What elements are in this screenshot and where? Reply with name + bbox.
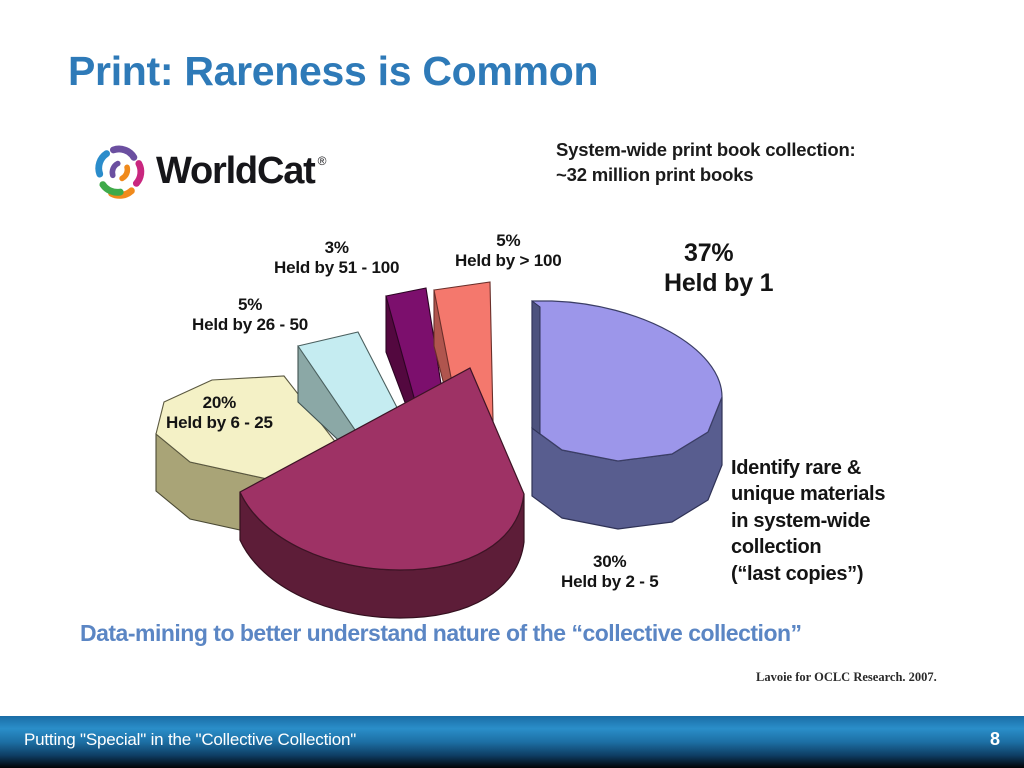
worldcat-logo: WorldCat ® bbox=[88, 140, 329, 202]
pie-label-held-by-2-5-category: Held by 2 - 5 bbox=[561, 572, 659, 592]
pie-label-held-by-over-100-pct: 5% bbox=[496, 231, 521, 250]
slide-footer-bar: Putting "Special" in the "Collective Col… bbox=[0, 716, 1024, 768]
chart-figure: WorldCat ® System-wide print book collec… bbox=[0, 118, 1024, 698]
page-title: Print: Rareness is Common bbox=[68, 48, 599, 94]
pie-label-held-by-6-25: 20% Held by 6 - 25 bbox=[166, 393, 273, 434]
pie-label-held-by-over-100: 5% Held by > 100 bbox=[455, 231, 562, 272]
footer-page-number: 8 bbox=[989, 729, 1000, 749]
pie-label-held-by-51-100: 3% Held by 51 - 100 bbox=[274, 238, 400, 279]
worldcat-swirl-icon bbox=[88, 140, 150, 202]
registered-trademark-icon: ® bbox=[317, 154, 327, 168]
pie-label-held-by-over-100-category: Held by > 100 bbox=[455, 251, 562, 271]
footer-presentation-title: Putting "Special" in the "Collective Col… bbox=[24, 730, 357, 749]
pie-slice-held-by-1 bbox=[531, 300, 723, 530]
pie-label-held-by-26-50: 5% Held by 26 - 50 bbox=[192, 295, 308, 336]
rare-callout-line-5: (“last copies”) bbox=[731, 562, 864, 585]
pie-label-held-by-1: 37% Held by 1 bbox=[664, 238, 774, 298]
pie-label-held-by-26-50-category: Held by 26 - 50 bbox=[192, 315, 309, 335]
rare-materials-callout: Identify rare & unique materials in syst… bbox=[731, 455, 885, 587]
pie-label-held-by-51-100-category: Held by 51 - 100 bbox=[274, 258, 400, 278]
pie-label-held-by-1-pct: 37% bbox=[684, 239, 734, 267]
exploded-3d-pie-chart bbox=[155, 281, 723, 619]
rare-callout-line-1: Identify rare & bbox=[731, 457, 861, 479]
chart-attribution: Lavoie for OCLC Research. 2007. bbox=[756, 670, 937, 684]
chart-caption: Data-mining to better understand nature … bbox=[80, 620, 802, 646]
pie-slice-held-by-1-top bbox=[531, 300, 723, 462]
rare-callout-line-2: unique materials bbox=[731, 483, 886, 506]
pie-label-held-by-6-25-category: Held by 6 - 25 bbox=[166, 413, 273, 433]
collection-note-line-1: System-wide print book collection: bbox=[556, 139, 856, 160]
pie-label-held-by-2-5-pct: 30% bbox=[593, 552, 627, 571]
pie-slice-held-by-1-left-wall bbox=[531, 300, 541, 435]
pie-label-held-by-6-25-pct: 20% bbox=[202, 393, 237, 412]
pie-label-held-by-26-50-pct: 5% bbox=[237, 295, 263, 314]
rare-callout-line-4: collection bbox=[731, 536, 822, 559]
worldcat-wordmark: WorldCat bbox=[156, 150, 316, 192]
pie-slice-held-by-2-5-top bbox=[239, 367, 525, 571]
collection-note: System-wide print book collection: ~32 m… bbox=[556, 138, 856, 188]
pie-label-held-by-1-category: Held by 1 bbox=[664, 269, 774, 297]
pie-label-held-by-51-100-pct: 3% bbox=[324, 238, 349, 257]
rare-callout-line-3: in system-wide bbox=[731, 509, 871, 532]
pie-slice-held-by-2-5 bbox=[239, 367, 525, 619]
collection-note-line-2: ~32 million print books bbox=[556, 163, 754, 185]
pie-label-held-by-2-5: 30% Held by 2 - 5 bbox=[561, 552, 659, 593]
